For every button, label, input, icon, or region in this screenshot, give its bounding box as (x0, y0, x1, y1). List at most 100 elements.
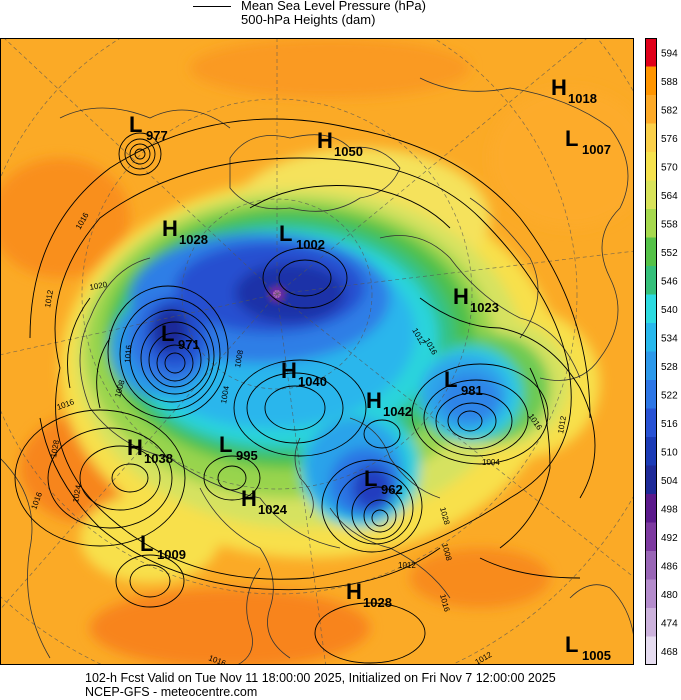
colorbar-tick-label: 510 (661, 447, 678, 458)
colorbar-frame (645, 38, 657, 665)
high-pressure-marker: H (366, 388, 382, 413)
isobar-label: 1028 (49, 439, 61, 459)
isobar-label: 1016 (207, 653, 227, 665)
isobar-line-sample (193, 6, 231, 7)
isobar-label: 1004 (219, 385, 231, 405)
colorbar-swatch (645, 494, 657, 523)
pressure-value: 962 (381, 482, 403, 497)
isobar-label: 1012 (556, 415, 568, 435)
colorbar-tick-label: 588 (661, 77, 678, 88)
pressure-value: 1007 (582, 142, 611, 157)
weather-map: 1016 1012 1016 1028 1024 1016 1020 1016 … (0, 38, 634, 665)
colorbar-tick-label: 474 (661, 618, 678, 629)
low-pressure-marker: L (129, 112, 142, 137)
colorbar-swatch (645, 237, 657, 267)
isobar-label: 1012 (398, 561, 416, 570)
colorbar-swatch (645, 465, 657, 495)
colorbar-tick-label: 480 (661, 590, 678, 601)
colorbar-tick-label: 522 (661, 390, 678, 401)
colorbar-tick-label: 468 (661, 647, 678, 658)
colorbar-tick-label: 528 (661, 362, 678, 373)
high-pressure-marker: H (241, 486, 257, 511)
colorbar-tick-label: 492 (661, 533, 678, 544)
colorbar-tick-label: 486 (661, 561, 678, 572)
map-footer: 102-h Fcst Valid on Tue Nov 11 18:00:00 … (0, 670, 681, 700)
colorbar-swatch (645, 323, 657, 352)
low-pressure-marker: L (140, 531, 153, 556)
pressure-value: 1023 (470, 300, 499, 315)
colorbar-tick-label: 558 (661, 219, 678, 230)
isobar-label: 1012 (43, 289, 55, 309)
pressure-value: 995 (236, 448, 258, 463)
pressure-value: 1028 (363, 595, 392, 610)
colorbar-tick-label: 570 (661, 162, 678, 173)
high-pressure-marker: H (317, 128, 333, 153)
forecast-valid-text: 102-h Fcst Valid on Tue Nov 11 18:00:00 … (85, 671, 556, 685)
colorbar-tick-label: 582 (661, 105, 678, 116)
colorbar-tick-label: 540 (661, 305, 678, 316)
pressure-value: 1038 (144, 451, 173, 466)
pressure-value: 1050 (334, 144, 363, 159)
pressure-value: 981 (461, 383, 483, 398)
low-pressure-marker: L (565, 126, 578, 151)
colorbar-tick-label: 546 (661, 276, 678, 287)
colorbar-tick-label: 498 (661, 504, 678, 515)
high-pressure-marker: H (346, 579, 362, 604)
colorbar-tick-label: 576 (661, 134, 678, 145)
colorbar-swatch (645, 636, 657, 665)
colorbar-swatch (645, 95, 657, 124)
pressure-value: 977 (146, 128, 168, 143)
colorbar-swatch (645, 66, 657, 96)
colorbar-swatch (645, 266, 657, 295)
low-pressure-marker: L (219, 432, 232, 457)
low-pressure-marker: L (161, 321, 174, 346)
colorbar: 594 588 582 576 570 564 558 552 546 540 534 528 522 5… (645, 38, 678, 665)
pressure-value: 1024 (258, 502, 288, 517)
colorbar-swatch (645, 522, 657, 552)
colorbar-swatch (645, 180, 657, 210)
colorbar-swatch (645, 294, 657, 324)
high-pressure-marker: H (127, 435, 143, 460)
low-pressure-marker: L (279, 221, 292, 246)
colorbar-swatch (645, 408, 657, 438)
pressure-value: 1018 (568, 91, 597, 106)
low-pressure-marker: L (565, 632, 578, 657)
high-pressure-marker: H (281, 358, 297, 383)
colorbar-swatch (645, 551, 657, 580)
pressure-value: 1009 (157, 547, 186, 562)
high-pressure-marker: H (551, 75, 567, 100)
colorbar-tick-label: 534 (661, 333, 678, 344)
pressure-value: 1042 (383, 404, 412, 419)
pressure-value: 971 (178, 337, 200, 352)
pressure-value: 1005 (582, 648, 611, 663)
pressure-value: 1028 (179, 232, 208, 247)
legend-label-500hpa: 500-hPa Heights (dam) (241, 12, 376, 27)
colorbar-swatch (645, 123, 657, 153)
low-pressure-marker: L (364, 466, 377, 491)
colorbar-tick-label: 516 (661, 419, 678, 430)
legend-label-mslp: Mean Sea Level Pressure (hPa) (241, 0, 426, 13)
high-pressure-marker: H (162, 216, 178, 241)
colorbar-tick-label: 552 (661, 248, 678, 259)
isobar-label: 1016 (123, 344, 134, 363)
colorbar-swatch (645, 209, 657, 238)
colorbar-swatch (645, 608, 657, 637)
colorbar-tick-label: 594 (661, 48, 678, 59)
colorbar-swatch (645, 579, 657, 609)
colorbar-swatch (645, 437, 657, 466)
isobar-label: 1004 (482, 458, 500, 467)
colorbar-swatch (645, 152, 657, 181)
colorbar-tick-label: 504 (661, 476, 678, 487)
colorbar-tick-label: 564 (661, 191, 678, 202)
colorbar-swatch (645, 380, 657, 409)
pressure-value: 1002 (296, 237, 325, 252)
map-legend: Mean Sea Level Pressure (hPa) 500-hPa He… (0, 0, 681, 38)
isobar-label: 1008 (233, 349, 245, 369)
source-credit: NCEP-GFS - meteocentre.com (85, 685, 258, 699)
isobar-label: 1020 (89, 280, 109, 292)
isobar-label: 1024 (71, 484, 83, 504)
pressure-value: 1040 (298, 374, 327, 389)
high-pressure-marker: H (453, 284, 469, 309)
colorbar-swatch (645, 38, 657, 67)
low-pressure-marker: L (444, 367, 457, 392)
